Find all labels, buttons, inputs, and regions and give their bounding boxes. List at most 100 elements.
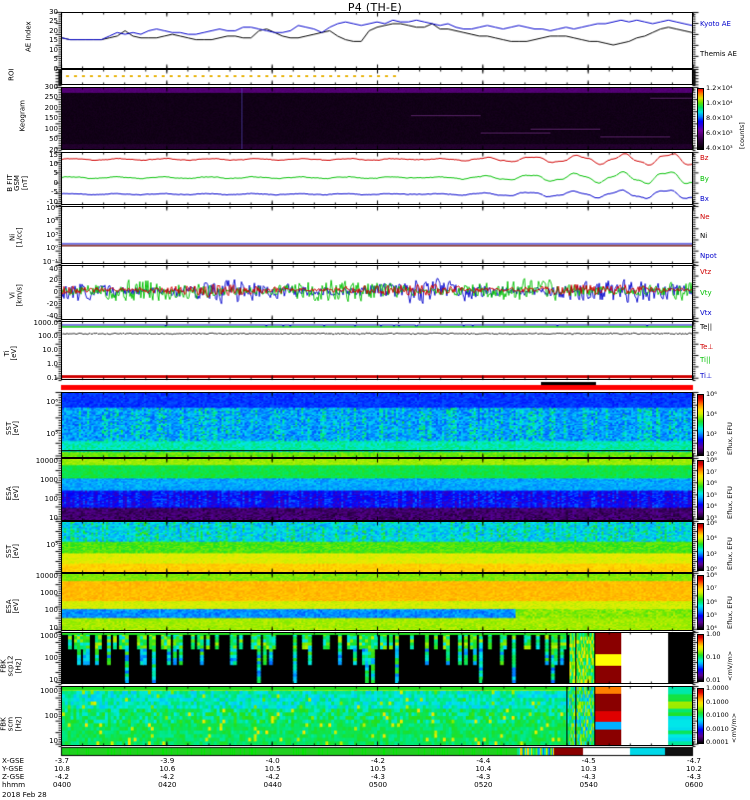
ytick-ae-2: 20 bbox=[49, 26, 58, 35]
colorbar-fbk-scp12-tick-0: 1.00 bbox=[706, 630, 721, 638]
xaxis-z_gse-4: -4.3 bbox=[476, 772, 491, 781]
colorbar-esa-electron-tick-5: 10³ bbox=[706, 514, 717, 522]
xaxis-hhmm-0: 0400 bbox=[52, 780, 72, 789]
legend-ti-perp: Ti⊥ bbox=[700, 372, 713, 380]
ytick-keogram-2: 200 bbox=[44, 103, 58, 112]
ytick-ti-4: 0.1 bbox=[46, 373, 58, 382]
ytick-bfit-1: 10 bbox=[49, 159, 58, 168]
ytick-esa_i-3: 10 bbox=[49, 623, 58, 632]
colorbar-keogram-tick-2: 8.0×10³ bbox=[706, 114, 733, 122]
ytick-ni-3: 10⁰ bbox=[46, 244, 58, 252]
ytick-ae-0: 30 bbox=[49, 7, 58, 16]
xaxis-z_gse-2: -4.2 bbox=[265, 772, 280, 781]
xaxis-x_gse-1: -3.9 bbox=[160, 756, 175, 765]
ytick-esa_i-1: 1000 bbox=[40, 588, 58, 597]
date-label: 2018 Feb 28 bbox=[2, 790, 47, 799]
colorbar-keogram bbox=[697, 88, 704, 150]
ytick-ae-5: 5 bbox=[53, 55, 58, 63]
colorbar-sst-electron-tick-2: 10² bbox=[706, 430, 717, 438]
ytick-ni-4: 10⁻¹ bbox=[42, 257, 58, 266]
colorbar-fbk-scm-tick-1: 0.1000 bbox=[706, 697, 729, 706]
ytick-ae-4: 10 bbox=[49, 45, 58, 54]
ytick-keogram-4: 100 bbox=[44, 124, 58, 133]
ytick-bfit-3: 0 bbox=[53, 178, 58, 187]
ytick-keogram-5: 50 bbox=[49, 135, 58, 143]
legend-vty: Vty bbox=[700, 289, 712, 297]
legend-kyoto-ae: Kyoto AE bbox=[700, 20, 731, 28]
ylabel-sst-ion: SST [eV] bbox=[5, 544, 21, 559]
colorbar-esa-electron-tick-1: 10⁷ bbox=[706, 467, 717, 476]
ytick-esa_i-0: 10000 bbox=[35, 571, 58, 580]
colorbar-keogram-tick-1: 1.0×10⁴ bbox=[706, 99, 733, 107]
colorbar-keogram-unit: [counts] bbox=[738, 122, 746, 149]
xaxis-y_gse-0: 10.8 bbox=[53, 764, 70, 773]
colorbar-sst-ion-tick-0: 10⁶ bbox=[706, 519, 717, 527]
colorbar-esa-electron-tick-3: 10⁵ bbox=[706, 490, 717, 499]
legend-npot: Npot bbox=[700, 252, 717, 260]
colorbar-keogram-tick-4: 4.0×10³ bbox=[706, 144, 733, 152]
xaxis-x_gse-3: -4.2 bbox=[370, 756, 386, 765]
ytick-ae-1: 25 bbox=[49, 17, 58, 25]
colorbar-sst-ion bbox=[697, 523, 704, 571]
ytick-ni-1: 10⁴ bbox=[46, 217, 58, 225]
ytick-keogram-1: 250 bbox=[44, 93, 58, 101]
ytick-vi-2: 0 bbox=[53, 288, 58, 296]
colorbar-sst-ion-tick-3: 10⁰ bbox=[706, 565, 717, 573]
xaxis-hhmm-2: 0440 bbox=[263, 780, 282, 789]
colorbar-esa-electron-tick-2: 10⁶ bbox=[706, 479, 717, 488]
ytick-vi-1: 20 bbox=[49, 276, 58, 285]
xaxis-y_gse-5: 10.3 bbox=[580, 764, 597, 773]
legend-themis-ae: Themis AE bbox=[700, 50, 737, 58]
colorbar-fbk-scm-tick-0: 1.0000 bbox=[706, 684, 729, 692]
xaxis-x_gse-2: -4.0 bbox=[265, 756, 280, 765]
ytick-bfit-5: -10 bbox=[46, 197, 58, 206]
xaxis-hhmm-3: 0500 bbox=[368, 780, 388, 789]
colorbar-fbk-scp12 bbox=[697, 634, 704, 682]
xaxis-row-label-0: X-GSE bbox=[2, 756, 25, 765]
ytick-fbk_sc2-1: 100 bbox=[44, 711, 58, 720]
colorbar-esa-ion-tick-4: 10⁴ bbox=[706, 624, 717, 632]
ytick-ti-1: 100.0 bbox=[37, 332, 58, 341]
xaxis-hhmm-5: 0540 bbox=[579, 780, 598, 789]
colorbar-sst-electron-unit: Eflux, EFU bbox=[726, 422, 734, 455]
ytick-fbk_sc-0: 1000 bbox=[40, 631, 58, 640]
ytick-esa_e-0: 10000 bbox=[35, 456, 58, 465]
xaxis-y_gse-2: 10.5 bbox=[264, 764, 281, 773]
legend-bz: Bz bbox=[700, 154, 709, 162]
legend-bx: Bx bbox=[700, 195, 709, 203]
legend-vtx: Vtx bbox=[700, 309, 712, 317]
ytick-esa_e-1: 1000 bbox=[40, 475, 58, 484]
colorbar-fbk-scm bbox=[697, 688, 704, 744]
colorbar-esa-electron bbox=[697, 460, 704, 520]
xaxis-z_gse-6: -4.3 bbox=[686, 772, 702, 781]
xaxis-y_gse-6: 10.2 bbox=[685, 764, 702, 773]
xaxis-x_gse-5: -4.5 bbox=[581, 756, 596, 765]
ytick-ae-3: 15 bbox=[49, 36, 58, 44]
xaxis-z_gse-1: -4.2 bbox=[160, 772, 175, 781]
xaxis-x_gse-6: -4.7 bbox=[686, 756, 702, 765]
legend-by: By bbox=[700, 175, 709, 183]
legend-te-perp: Te⊥ bbox=[700, 343, 714, 351]
colorbar-esa-ion-unit: Eflux, EFU bbox=[726, 596, 734, 629]
xaxis-hhmm-1: 0420 bbox=[158, 780, 177, 789]
xaxis-z_gse-3: -4.3 bbox=[370, 772, 386, 781]
xaxis-x_gse-4: -4.4 bbox=[476, 756, 491, 765]
xaxis-y_gse-1: 10.6 bbox=[159, 764, 176, 773]
ylabel-sst-electron: SST [eV] bbox=[5, 421, 21, 436]
xaxis-x_gse-0: -3.7 bbox=[54, 756, 70, 765]
xaxis-y_gse-3: 10.5 bbox=[369, 764, 386, 773]
colorbar-sst-ion-tick-1: 10⁴ bbox=[706, 534, 717, 543]
ytick-bfit-0: 15 bbox=[49, 150, 58, 159]
ytick-bfit-2: 5 bbox=[53, 169, 58, 178]
colorbar-sst-ion-unit: Eflux, EFU bbox=[726, 537, 734, 570]
ytick-fbk_sc2-2: 10 bbox=[49, 736, 58, 745]
ytick-ti-0: 1000.0 bbox=[33, 318, 59, 327]
ytick-ni-0: 10⁵ bbox=[46, 203, 58, 212]
ytick-ti-3: 1.0 bbox=[46, 359, 58, 368]
colorbar-sst-electron-tick-0: 10⁶ bbox=[706, 390, 717, 398]
ytick-sst_i-0: 10⁵ bbox=[46, 540, 58, 549]
colorbar-fbk-scp12-unit: <mV/m> bbox=[726, 650, 734, 681]
ytick-esa_i-2: 100 bbox=[44, 606, 58, 615]
xaxis-row-label-1: Y-GSE bbox=[2, 764, 24, 773]
ytick-vi-0: 40 bbox=[49, 264, 58, 273]
